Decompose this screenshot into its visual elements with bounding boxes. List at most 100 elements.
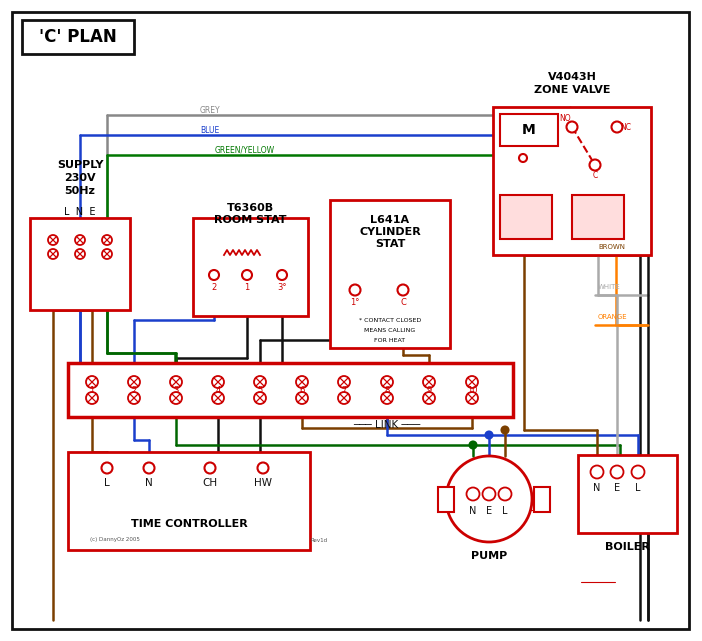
Text: M: M bbox=[522, 123, 536, 137]
Text: TIME CONTROLLER: TIME CONTROLLER bbox=[131, 519, 247, 529]
Text: 1°: 1° bbox=[350, 297, 359, 306]
Text: L641A: L641A bbox=[371, 215, 409, 225]
Text: L: L bbox=[502, 506, 508, 516]
Text: 1: 1 bbox=[244, 283, 250, 292]
FancyBboxPatch shape bbox=[22, 20, 134, 54]
Circle shape bbox=[501, 426, 508, 433]
Circle shape bbox=[466, 376, 478, 388]
Circle shape bbox=[611, 122, 623, 133]
Text: SUPPLY: SUPPLY bbox=[57, 160, 103, 170]
Circle shape bbox=[254, 392, 266, 404]
Text: HW: HW bbox=[254, 478, 272, 488]
FancyBboxPatch shape bbox=[493, 107, 651, 255]
FancyBboxPatch shape bbox=[572, 195, 624, 239]
Circle shape bbox=[498, 488, 512, 501]
FancyBboxPatch shape bbox=[68, 363, 513, 417]
Circle shape bbox=[128, 376, 140, 388]
Circle shape bbox=[350, 285, 361, 296]
Text: PUMP: PUMP bbox=[471, 551, 507, 561]
Text: 50Hz: 50Hz bbox=[65, 186, 95, 196]
Text: 7: 7 bbox=[341, 385, 347, 394]
Text: STAT: STAT bbox=[375, 239, 405, 249]
Text: N: N bbox=[593, 483, 601, 493]
Circle shape bbox=[48, 249, 58, 259]
Text: ─── LINK ───: ─── LINK ─── bbox=[353, 420, 420, 430]
Text: 2: 2 bbox=[131, 385, 137, 394]
Text: ROOM STAT: ROOM STAT bbox=[213, 215, 286, 225]
Circle shape bbox=[470, 442, 477, 449]
Circle shape bbox=[632, 465, 644, 478]
Text: GREEN/YELLOW: GREEN/YELLOW bbox=[215, 146, 275, 154]
Circle shape bbox=[128, 392, 140, 404]
Circle shape bbox=[338, 376, 350, 388]
Text: CH: CH bbox=[202, 478, 218, 488]
FancyBboxPatch shape bbox=[68, 452, 310, 550]
Text: * CONTACT CLOSED: * CONTACT CLOSED bbox=[359, 317, 421, 322]
Circle shape bbox=[143, 463, 154, 474]
Circle shape bbox=[296, 376, 308, 388]
Circle shape bbox=[102, 463, 112, 474]
Text: T6360B: T6360B bbox=[227, 203, 274, 213]
Text: CYLINDER: CYLINDER bbox=[359, 227, 421, 237]
Text: N: N bbox=[470, 506, 477, 516]
Circle shape bbox=[567, 122, 578, 133]
Text: N: N bbox=[145, 478, 153, 488]
Text: MEANS CALLING: MEANS CALLING bbox=[364, 328, 416, 333]
Circle shape bbox=[519, 154, 527, 162]
Text: 10: 10 bbox=[467, 385, 477, 394]
FancyBboxPatch shape bbox=[500, 195, 552, 239]
Circle shape bbox=[204, 463, 216, 474]
Circle shape bbox=[381, 392, 393, 404]
Text: L: L bbox=[104, 478, 110, 488]
FancyBboxPatch shape bbox=[30, 218, 130, 310]
Text: ZONE VALVE: ZONE VALVE bbox=[534, 85, 610, 95]
Circle shape bbox=[446, 456, 532, 542]
Circle shape bbox=[590, 465, 604, 478]
Circle shape bbox=[611, 465, 623, 478]
Text: ORANGE: ORANGE bbox=[598, 314, 628, 320]
Text: 4: 4 bbox=[216, 385, 220, 394]
Text: 1: 1 bbox=[89, 385, 95, 394]
Circle shape bbox=[86, 376, 98, 388]
Text: NO: NO bbox=[559, 113, 571, 122]
Circle shape bbox=[338, 392, 350, 404]
Text: 3: 3 bbox=[173, 385, 179, 394]
Text: FOR HEAT: FOR HEAT bbox=[374, 338, 406, 342]
Circle shape bbox=[209, 270, 219, 280]
Text: GREY: GREY bbox=[200, 106, 220, 115]
Circle shape bbox=[102, 235, 112, 245]
Circle shape bbox=[170, 376, 182, 388]
Text: BROWN: BROWN bbox=[598, 244, 625, 250]
Circle shape bbox=[277, 270, 287, 280]
FancyBboxPatch shape bbox=[500, 114, 558, 146]
Circle shape bbox=[48, 235, 58, 245]
Text: E: E bbox=[614, 483, 620, 493]
Text: 8: 8 bbox=[384, 385, 390, 394]
Text: 6: 6 bbox=[299, 385, 305, 394]
Circle shape bbox=[75, 249, 85, 259]
Text: V4043H: V4043H bbox=[548, 72, 597, 82]
Text: E: E bbox=[486, 506, 492, 516]
Circle shape bbox=[467, 488, 479, 501]
Circle shape bbox=[102, 249, 112, 259]
Circle shape bbox=[254, 376, 266, 388]
Text: 2: 2 bbox=[211, 283, 217, 292]
Circle shape bbox=[75, 235, 85, 245]
FancyBboxPatch shape bbox=[578, 455, 677, 533]
Circle shape bbox=[296, 392, 308, 404]
Circle shape bbox=[170, 392, 182, 404]
Circle shape bbox=[397, 285, 409, 296]
Circle shape bbox=[212, 376, 224, 388]
Text: Rev1d: Rev1d bbox=[310, 538, 327, 542]
FancyBboxPatch shape bbox=[193, 218, 308, 316]
Text: 230V: 230V bbox=[64, 173, 95, 183]
Circle shape bbox=[466, 392, 478, 404]
FancyBboxPatch shape bbox=[534, 487, 550, 512]
Text: L: L bbox=[635, 483, 641, 493]
Text: WHITE: WHITE bbox=[598, 284, 621, 290]
Circle shape bbox=[486, 431, 493, 438]
Text: BOILER: BOILER bbox=[604, 542, 649, 552]
Text: 9: 9 bbox=[426, 385, 432, 394]
Text: C: C bbox=[592, 171, 597, 179]
Circle shape bbox=[590, 160, 600, 171]
